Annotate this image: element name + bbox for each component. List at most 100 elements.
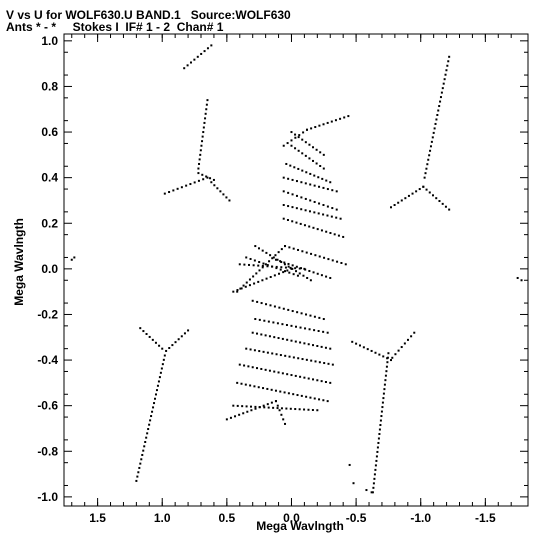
- data-point: [284, 245, 287, 248]
- y-tick-label: 0.8: [41, 79, 58, 93]
- data-point: [370, 349, 373, 352]
- data-point: [371, 491, 374, 494]
- data-point: [247, 365, 250, 368]
- data-point: [382, 392, 385, 395]
- data-point: [307, 377, 310, 380]
- data-point: [300, 394, 303, 397]
- data-point: [273, 336, 276, 339]
- data-point: [245, 405, 248, 408]
- data-point: [308, 210, 311, 213]
- data-point: [236, 404, 239, 407]
- data-point: [300, 181, 303, 184]
- data-point: [287, 265, 290, 268]
- data-point: [139, 462, 142, 465]
- data-point: [432, 194, 435, 197]
- data-point: [256, 332, 259, 335]
- data-point: [253, 259, 256, 262]
- data-point: [300, 208, 303, 211]
- data-point: [238, 263, 241, 266]
- data-point: [374, 351, 377, 354]
- data-point: [140, 458, 143, 461]
- data-point: [261, 249, 264, 252]
- data-point: [266, 264, 269, 267]
- data-point: [292, 356, 295, 359]
- data-point: [444, 205, 447, 208]
- data-point: [282, 307, 285, 310]
- data-point: [433, 127, 436, 130]
- data-point: [377, 437, 380, 440]
- data-point: [199, 153, 202, 156]
- data-point: [303, 342, 306, 345]
- data-point: [418, 188, 421, 191]
- data-point: [380, 415, 383, 418]
- data-point: [253, 385, 256, 388]
- data-point: [383, 388, 386, 391]
- data-point: [297, 149, 300, 152]
- data-point: [203, 121, 206, 124]
- data-point: [258, 269, 261, 272]
- data-point: [308, 143, 311, 146]
- data-point: [299, 326, 302, 329]
- data-point: [301, 152, 304, 155]
- data-point: [312, 344, 315, 347]
- data-point: [295, 325, 297, 328]
- data-point: [305, 395, 308, 398]
- data-point: [280, 266, 283, 269]
- data-point: [340, 261, 343, 264]
- data-point: [296, 274, 299, 277]
- data-point: [339, 217, 342, 220]
- data-point: [225, 196, 228, 199]
- data-point: [309, 172, 312, 175]
- data-point: [287, 191, 290, 194]
- data-point: [201, 140, 204, 143]
- data-point: [310, 127, 313, 130]
- data-point: [298, 134, 301, 137]
- data-point: [326, 205, 329, 208]
- data-point: [290, 267, 293, 270]
- data-point: [261, 279, 264, 282]
- data-point: [153, 402, 156, 405]
- data-point: [335, 190, 338, 193]
- data-point: [205, 108, 208, 111]
- data-point: [393, 204, 396, 207]
- data-point: [308, 225, 311, 228]
- data-point: [322, 213, 325, 216]
- data-point: [271, 352, 274, 355]
- data-point: [331, 363, 334, 366]
- data-point: [378, 353, 381, 356]
- data-point: [313, 329, 316, 332]
- data-point: [180, 335, 183, 338]
- data-point: [291, 193, 294, 196]
- data-point: [320, 345, 323, 348]
- data-point: [326, 331, 329, 334]
- data-point: [382, 397, 385, 400]
- data-point: [406, 338, 409, 341]
- data-point: [312, 146, 315, 149]
- data-point: [264, 368, 267, 371]
- data-point: [236, 290, 239, 293]
- data-point: [301, 358, 304, 361]
- data-point: [380, 410, 383, 413]
- data-point: [283, 263, 286, 266]
- data-point: [282, 271, 285, 274]
- data-point: [288, 271, 291, 274]
- data-point: [317, 176, 320, 179]
- data-point: [245, 256, 248, 259]
- data-point: [316, 409, 319, 412]
- x-tick-label: 1.0: [154, 511, 171, 525]
- chart-subtitle: Ants * - * Stokes I IF# 1 - 2 Chan# 1: [6, 20, 224, 34]
- data-point: [281, 337, 284, 340]
- data-point: [187, 329, 190, 332]
- data-point: [151, 410, 154, 413]
- data-point: [314, 254, 317, 257]
- data-point: [290, 131, 293, 134]
- data-point: [315, 162, 318, 165]
- data-point: [270, 401, 273, 404]
- data-point: [385, 365, 388, 368]
- data-point: [415, 190, 418, 193]
- data-point: [260, 333, 263, 336]
- data-point: [330, 120, 333, 123]
- data-point: [378, 428, 381, 431]
- data-point: [425, 167, 428, 170]
- y-tick-label: 1.0: [41, 34, 58, 48]
